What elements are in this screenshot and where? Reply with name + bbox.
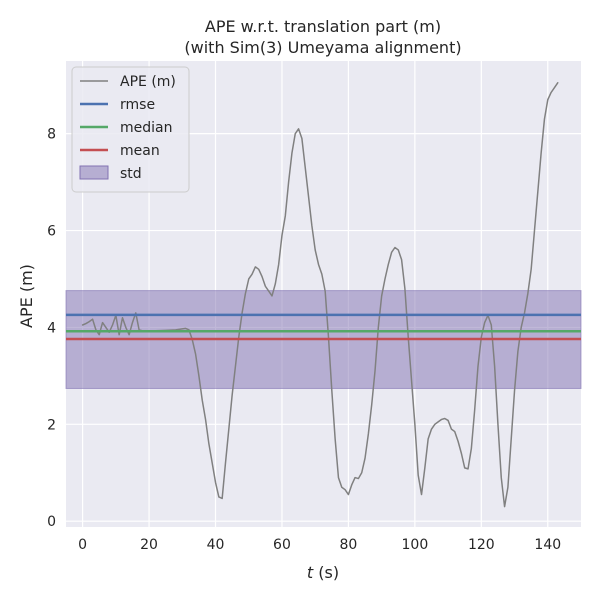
x-tick-label: 40 [207, 537, 225, 553]
y-axis-label: APE (m) [17, 264, 36, 328]
tick-labels: 0 20 40 60 80 100 120 140 0 2 4 6 8 [47, 127, 561, 553]
legend-label: median [120, 120, 172, 136]
legend-label: mean [120, 143, 160, 159]
series-layer [81, 82, 559, 508]
y-tick-label: 0 [47, 514, 56, 530]
chart-title-line-2: (with Sim(3) Umeyama alignment) [184, 38, 461, 57]
ape-series-line [81, 82, 559, 508]
legend-label: APE (m) [120, 74, 176, 90]
legend-label: rmse [120, 97, 155, 113]
x-tick-label: 120 [468, 537, 495, 553]
x-tick-label: 80 [340, 537, 358, 553]
x-tick-label: 140 [534, 537, 561, 553]
x-tick-label: 60 [273, 537, 291, 553]
legend-swatch-std [79, 165, 109, 180]
legend: APE (m) rmse median mean std [71, 66, 190, 193]
legend-box [71, 66, 190, 193]
x-tick-label: 20 [140, 537, 158, 553]
legend-label: std [120, 166, 142, 182]
stat-lines [66, 313, 581, 341]
x-tick-label: 0 [78, 537, 87, 553]
y-tick-label: 8 [47, 127, 56, 143]
x-axis-label: t (s) [307, 563, 339, 582]
y-tick-label: 6 [47, 224, 56, 240]
chart-title-line-1: APE w.r.t. translation part (m) [205, 17, 441, 36]
y-tick-label: 2 [47, 417, 56, 433]
x-tick-label: 100 [402, 537, 429, 553]
y-tick-label: 4 [47, 320, 56, 336]
